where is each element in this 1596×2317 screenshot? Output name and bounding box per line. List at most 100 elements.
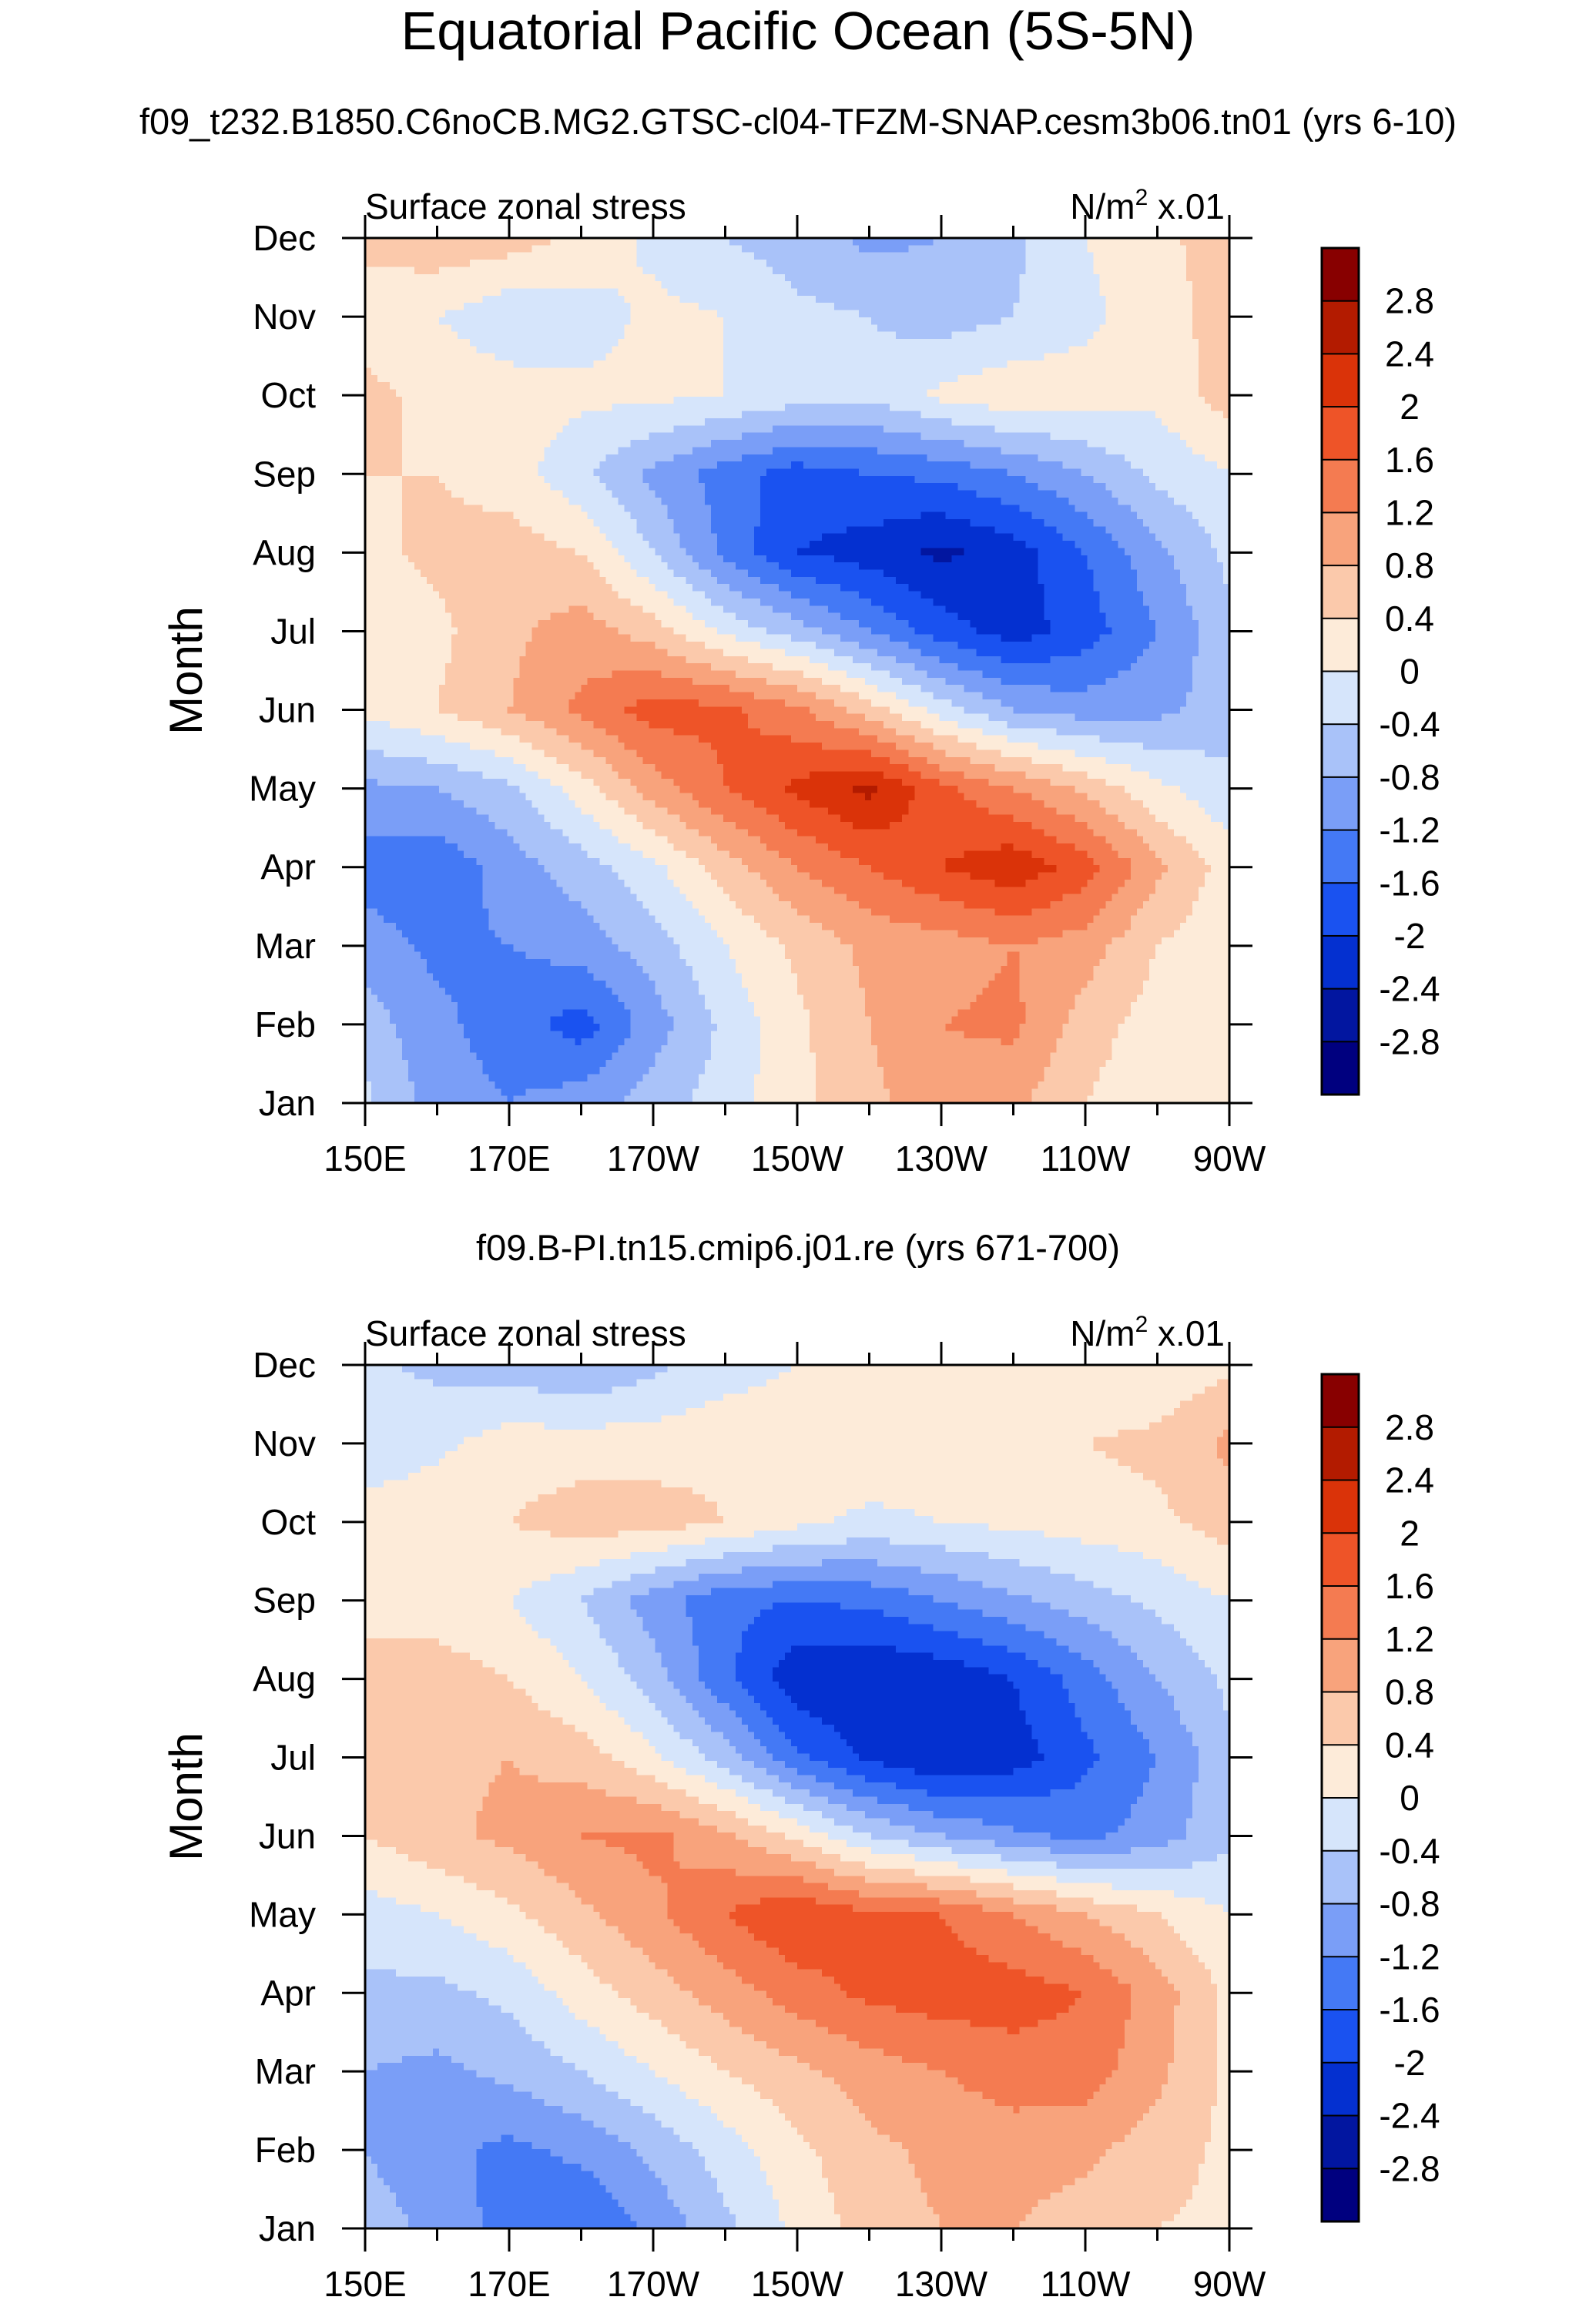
field-cell — [797, 245, 804, 253]
field-cell — [556, 274, 563, 282]
field-cell — [562, 253, 569, 260]
field-cell — [884, 260, 890, 267]
field-cell — [433, 260, 440, 267]
field-cell — [384, 296, 391, 303]
field-cell — [1125, 274, 1132, 282]
field-cell — [1137, 274, 1144, 282]
field-cell — [384, 267, 391, 274]
field-cell — [582, 260, 588, 267]
field-cell — [847, 289, 853, 297]
field-cell — [1075, 267, 1082, 274]
field-cell — [377, 274, 384, 282]
field-cell — [439, 281, 446, 289]
field-cell — [377, 289, 384, 297]
field-cell — [668, 253, 675, 260]
field-cell — [914, 245, 921, 253]
field-cell — [575, 260, 582, 267]
field-cell — [674, 245, 681, 253]
field-cell — [427, 296, 434, 303]
field-cell — [458, 296, 464, 303]
field-cell — [982, 260, 989, 267]
field-cell — [476, 253, 483, 260]
field-cell — [458, 289, 464, 297]
field-cell — [810, 267, 816, 274]
field-cell — [556, 296, 563, 303]
field-cell — [1014, 245, 1021, 253]
field-cell — [810, 253, 816, 260]
field-cell — [538, 289, 545, 297]
field-cell — [1162, 253, 1168, 260]
field-cell — [562, 260, 569, 267]
field-cell — [1069, 253, 1076, 260]
field-cell — [822, 289, 829, 297]
field-cell — [525, 260, 532, 267]
field-cell — [519, 296, 526, 303]
field-cell — [1026, 245, 1033, 253]
field-cell — [692, 281, 699, 289]
field-cell — [668, 274, 675, 282]
field-cell — [865, 245, 872, 253]
field-cell — [803, 281, 810, 289]
field-cell — [945, 289, 952, 297]
field-cell — [495, 289, 501, 297]
field-cell — [1118, 281, 1125, 289]
field-cell — [662, 289, 669, 297]
field-cell — [705, 260, 712, 267]
field-cell — [470, 245, 477, 253]
field-cell — [1044, 260, 1051, 267]
field-cell — [1199, 260, 1205, 267]
field-cell — [550, 245, 557, 253]
field-cell — [606, 281, 613, 289]
field-cell — [896, 267, 903, 274]
field-cell — [501, 260, 508, 267]
field-cell — [927, 253, 934, 260]
field-cell — [433, 289, 440, 297]
field-cell — [384, 281, 391, 289]
field-cell — [1051, 274, 1058, 282]
field-cell — [1180, 289, 1187, 297]
field-cell — [575, 274, 582, 282]
field-cell — [1057, 260, 1064, 267]
field-cell — [890, 260, 897, 267]
field-cell — [902, 253, 909, 260]
field-cell — [408, 296, 415, 303]
field-cell — [1057, 289, 1064, 297]
field-cell — [1118, 267, 1125, 274]
field-cell — [1075, 260, 1082, 267]
field-cell — [1038, 267, 1045, 274]
field-cell — [908, 260, 915, 267]
field-cell — [625, 274, 632, 282]
field-cell — [513, 245, 520, 253]
field-cell — [699, 289, 706, 297]
field-cell — [1186, 267, 1193, 274]
field-cell — [951, 253, 958, 260]
field-cell — [1069, 260, 1076, 267]
field-cell — [1112, 245, 1119, 253]
field-cell — [896, 281, 903, 289]
field-cell — [779, 245, 786, 253]
field-cell — [495, 281, 501, 289]
field-cell — [951, 267, 958, 274]
field-cell — [482, 289, 489, 297]
field-cell — [464, 245, 471, 253]
field-cell — [1131, 253, 1138, 260]
field-cell — [871, 253, 878, 260]
field-cell — [544, 281, 551, 289]
field-cell — [754, 245, 761, 253]
field-cell — [1007, 281, 1014, 289]
field-cell — [723, 267, 730, 274]
field-cell — [754, 253, 761, 260]
field-cell — [988, 289, 995, 297]
field-cell — [816, 267, 823, 274]
field-cell — [458, 281, 464, 289]
field-cell — [588, 260, 595, 267]
field-cell — [538, 267, 545, 274]
field-cell — [1112, 289, 1119, 297]
field-cell — [1100, 253, 1107, 260]
field-cell — [556, 253, 563, 260]
field-cell — [816, 245, 823, 253]
field-cell — [711, 289, 718, 297]
field-cell — [619, 260, 625, 267]
field-cell — [625, 253, 632, 260]
field-cell — [396, 289, 403, 297]
